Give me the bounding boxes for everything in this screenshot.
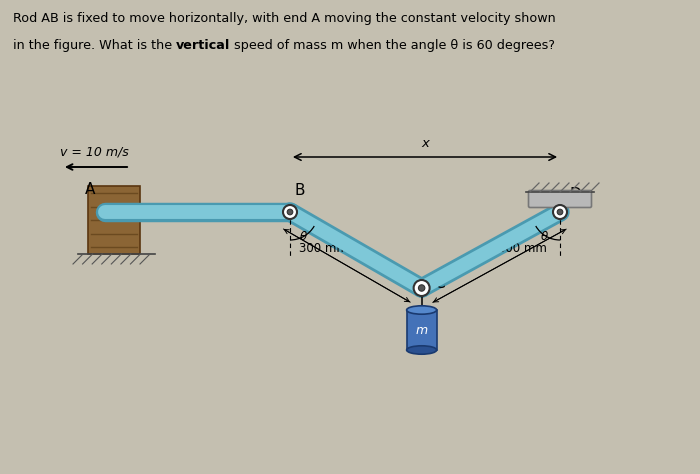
Circle shape bbox=[419, 285, 425, 291]
Text: speed of mass m when the angle θ is 60 degrees?: speed of mass m when the angle θ is 60 d… bbox=[230, 39, 555, 52]
Bar bbox=[407, 310, 437, 350]
Circle shape bbox=[283, 205, 297, 219]
Text: 300 mm: 300 mm bbox=[498, 241, 547, 255]
Text: m: m bbox=[416, 323, 428, 337]
Ellipse shape bbox=[407, 306, 437, 314]
Text: v = 10 m/s: v = 10 m/s bbox=[60, 145, 129, 158]
Circle shape bbox=[553, 205, 567, 219]
Text: Rod AB is fixed to move horizontally, with end A moving the constant velocity sh: Rod AB is fixed to move horizontally, wi… bbox=[13, 12, 555, 25]
Text: D: D bbox=[570, 187, 582, 202]
Circle shape bbox=[414, 280, 430, 296]
Text: in the figure. What is the: in the figure. What is the bbox=[13, 39, 176, 52]
Text: B: B bbox=[294, 183, 304, 198]
Text: vertical: vertical bbox=[176, 39, 230, 52]
Text: C: C bbox=[433, 276, 444, 292]
Circle shape bbox=[557, 209, 563, 215]
Text: θ: θ bbox=[300, 230, 307, 243]
Bar bbox=[88, 186, 140, 254]
Ellipse shape bbox=[407, 346, 437, 354]
Text: 300 mm: 300 mm bbox=[300, 241, 349, 255]
Text: θ: θ bbox=[540, 230, 548, 243]
Text: x: x bbox=[421, 137, 429, 150]
FancyBboxPatch shape bbox=[528, 191, 592, 208]
Text: A: A bbox=[85, 182, 95, 197]
Circle shape bbox=[287, 209, 293, 215]
